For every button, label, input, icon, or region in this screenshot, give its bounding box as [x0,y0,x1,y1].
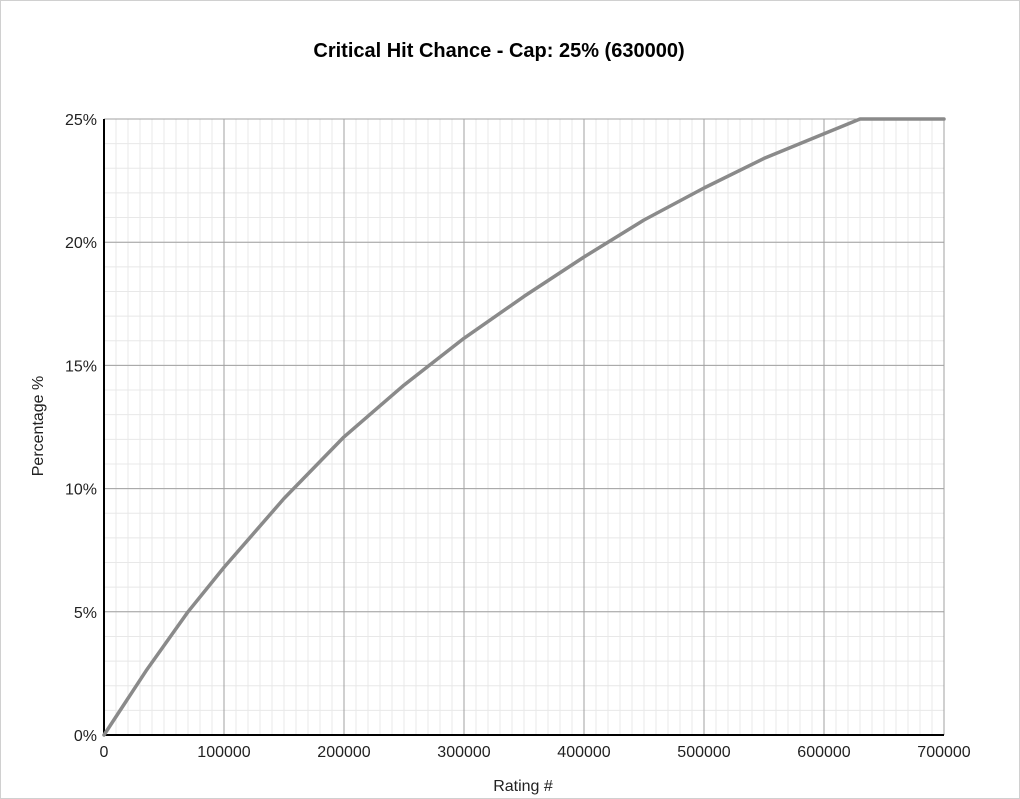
x-tick-label: 100000 [197,744,250,761]
x-axis-label: Rating # [493,778,553,795]
x-tick-label: 400000 [557,744,610,761]
x-tick-label: 300000 [437,744,490,761]
x-tick-label: 200000 [317,744,370,761]
y-axis-label: Percentage % [30,376,47,477]
y-tick-label: 5% [74,605,97,622]
y-tick-label: 0% [74,728,97,745]
series [102,117,946,737]
grid-minor [103,118,945,736]
y-tick-label: 10% [65,482,97,499]
x-tick-label: 500000 [677,744,730,761]
axes [103,119,944,736]
x-tick-label: 700000 [917,744,970,761]
y-tick-label: 20% [65,235,97,252]
chart-title: Critical Hit Chance - Cap: 25% (630000) [313,40,684,62]
series-line [102,117,946,737]
x-tick-label: 600000 [797,744,850,761]
x-tick-label: 0 [100,744,109,761]
y-tick-label: 25% [65,112,97,129]
tick-labels: 0 100000 200000 300000 400000 500000 600000 700… [65,112,971,761]
y-tick-label: 15% [65,358,97,375]
grid-major [103,118,945,736]
